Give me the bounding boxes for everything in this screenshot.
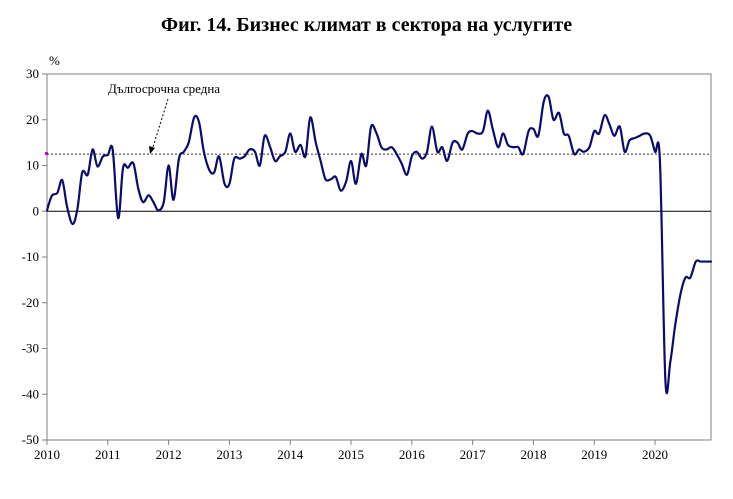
- x-tick-label: 2017: [460, 447, 487, 462]
- x-tick-label: 2018: [520, 447, 546, 462]
- average-marker: [45, 152, 48, 156]
- series-line: [45, 94, 713, 395]
- y-tick-label: 30: [26, 66, 39, 81]
- y-tick-label: -20: [22, 295, 39, 310]
- y-tick-label: 20: [26, 112, 39, 127]
- x-tick-label: 2019: [581, 447, 607, 462]
- y-tick-label: -50: [22, 432, 39, 447]
- y-axis: 30 20 10 0 -10 -20 -30 -40 -50: [22, 66, 47, 447]
- y-axis-label: %: [49, 53, 60, 68]
- x-tick-label: 2012: [156, 447, 182, 462]
- x-tick-label: 2020: [642, 447, 668, 462]
- chart-title: Фиг. 14. Бизнес климат в сектора на услу…: [160, 14, 573, 36]
- annotation-arrow: [151, 98, 169, 151]
- x-tick-label: 2010: [34, 447, 60, 462]
- y-tick-label: -30: [22, 341, 39, 356]
- long-term-average-label: Дългосрочна средна: [108, 81, 220, 96]
- long-term-average-markers: [45, 152, 48, 156]
- y-tick-label: -40: [22, 386, 39, 401]
- x-axis: 2010 2011 2012 2013 2014 2015 2016 2017 2018 2019…: [34, 440, 668, 462]
- x-tick-label: 2011: [95, 447, 121, 462]
- y-tick-label: 10: [26, 158, 39, 173]
- y-tick-label: -10: [22, 249, 39, 264]
- x-tick-label: 2016: [399, 447, 426, 462]
- annotation-arrowhead: [149, 146, 155, 154]
- x-tick-label: 2014: [277, 447, 304, 462]
- x-tick-label: 2015: [338, 447, 364, 462]
- x-tick-label: 2013: [216, 447, 242, 462]
- y-tick-label: 0: [33, 203, 40, 218]
